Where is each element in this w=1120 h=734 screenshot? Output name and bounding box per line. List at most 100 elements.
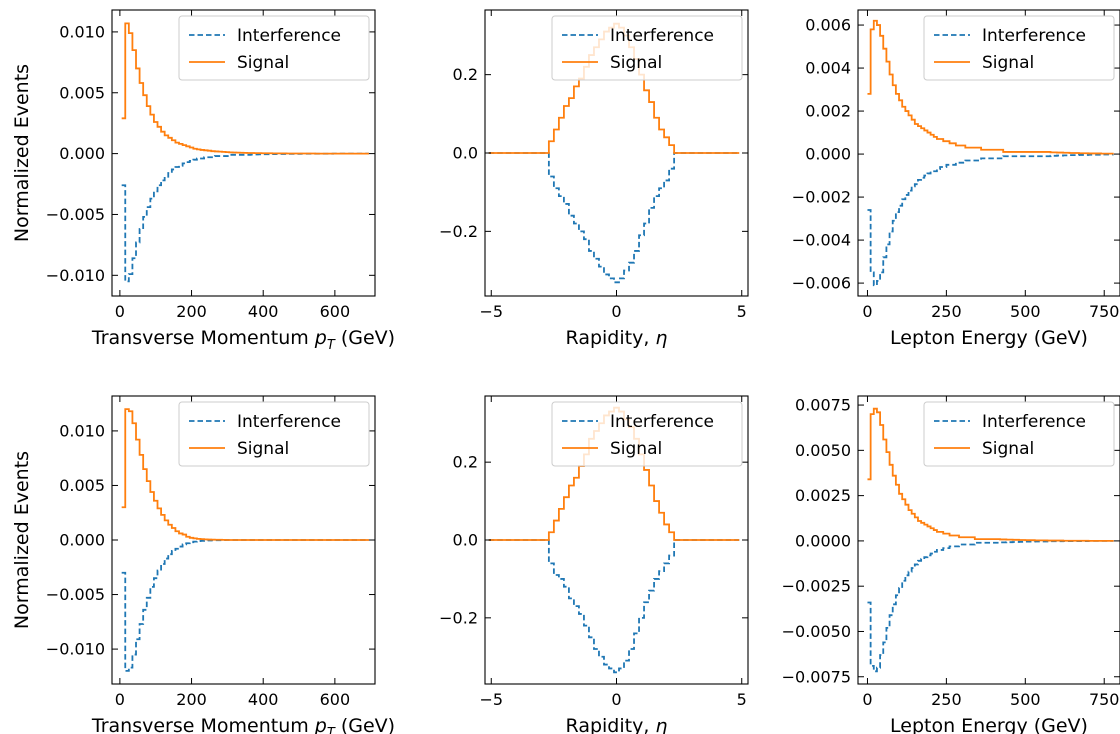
y-tick-label: −0.005 <box>46 205 105 224</box>
y-tick-label: 0.0050 <box>795 441 851 460</box>
y-tick-label: −0.2 <box>439 608 478 627</box>
y-tick-label: −0.0075 <box>782 667 851 686</box>
legend-label-interference: Interference <box>610 26 714 46</box>
legend: Interference Signal <box>551 401 743 467</box>
legend-label-interference: Interference <box>237 26 341 46</box>
y-tick-label: 0.000 <box>59 531 105 550</box>
x-tick-label: 5 <box>737 302 747 321</box>
y-tick-label: 0.2 <box>453 453 478 472</box>
series-interference-line <box>121 539 369 672</box>
x-axis-label: Lepton Energy (GeV) <box>890 327 1088 349</box>
x-tick-label: 750 <box>1089 302 1120 321</box>
series-signal-line <box>121 22 369 155</box>
x-tick-label: 250 <box>931 690 962 709</box>
legend-box <box>923 15 1115 81</box>
legend-label-interference: Interference <box>982 26 1086 46</box>
y-tick-label: 0.0025 <box>795 486 851 505</box>
x-tick-label: −5 <box>479 690 503 709</box>
x-tick-label: 0 <box>115 302 125 321</box>
y-tick-label: 0.010 <box>59 421 105 440</box>
legend-label-signal: Signal <box>237 439 289 459</box>
series-interference-line <box>488 152 740 284</box>
x-tick-label: 500 <box>1010 302 1041 321</box>
x-tick-label: −5 <box>479 302 503 321</box>
series-signal-line <box>867 407 1114 542</box>
y-tick-label: 0.005 <box>59 83 105 102</box>
axes-frame <box>857 395 1120 685</box>
y-tick-label: −0.0050 <box>782 622 851 641</box>
subplot-top-right: 0 250 500 750 −0.006 −0.004 −0.002 0.000 0.002 0.… <box>792 9 1120 349</box>
axes-frame <box>111 9 376 297</box>
legend: Interference Signal <box>178 15 370 81</box>
y-tick-label: 0.0000 <box>795 531 851 550</box>
x-tick-label: 400 <box>248 302 279 321</box>
axes-frame <box>857 9 1120 297</box>
x-tick-label: 0 <box>862 690 872 709</box>
subplot-bottom-right: 0 250 500 750 −0.0075 −0.0050 −0.0025 0.0000 0.0… <box>782 395 1120 734</box>
legend-box <box>551 15 743 81</box>
legend-box <box>551 401 743 467</box>
legend-label-interference: Interference <box>237 412 341 432</box>
y-tick-label: −0.010 <box>46 266 105 285</box>
y-tick-label: −0.002 <box>792 188 851 207</box>
subplot-top-center: −5 0 5 −0.2 0.0 0.2 Rapidity, η Interference Sig… <box>439 9 749 349</box>
x-tick-label: 0 <box>115 690 125 709</box>
x-axis-label: Transverse Momentum pT (GeV) <box>91 715 395 734</box>
legend-box <box>923 401 1115 467</box>
y-tick-label: 0.0075 <box>795 396 851 415</box>
x-tick-label: 200 <box>176 690 207 709</box>
y-tick-label: −0.010 <box>46 640 105 659</box>
y-tick-label: 0.005 <box>59 476 105 495</box>
legend-label-signal: Signal <box>982 53 1034 73</box>
subplot-bottom-left: 0 200 400 600 −0.010 −0.005 0.000 0.005 0.010 Tra… <box>11 395 395 734</box>
x-tick-label: 500 <box>1010 690 1041 709</box>
x-tick-label: 400 <box>248 690 279 709</box>
y-tick-label: 0.002 <box>805 102 851 121</box>
y-tick-label: 0.2 <box>453 65 478 84</box>
y-tick-label: 0.000 <box>59 144 105 163</box>
y-tick-label: 0.010 <box>59 22 105 41</box>
legend-box <box>178 401 370 467</box>
legend: Interference Signal <box>178 401 370 467</box>
legend-label-signal: Signal <box>237 53 289 73</box>
series-signal-line <box>867 19 1114 155</box>
subplot-bottom-center: −5 0 5 −0.2 0.0 0.2 Rapidity, η Interference Sig… <box>439 395 749 734</box>
y-tick-label: −0.006 <box>792 274 851 293</box>
x-tick-label: 600 <box>320 690 351 709</box>
series-interference-line <box>121 152 369 283</box>
y-tick-label: 0.006 <box>805 16 851 35</box>
y-tick-label: −0.005 <box>46 585 105 604</box>
series-signal-line <box>121 408 369 541</box>
subplot-top-left: 0 200 400 600 −0.010 −0.005 0.000 0.005 0.010 Tra… <box>11 9 395 353</box>
series-interference-line <box>867 153 1114 287</box>
series-interference-line <box>488 539 740 674</box>
series-interference-line <box>867 540 1114 673</box>
x-tick-label: 750 <box>1089 690 1120 709</box>
y-tick-label: 0.000 <box>805 145 851 164</box>
x-axis-label: Lepton Energy (GeV) <box>890 715 1088 734</box>
x-axis-label: Transverse Momentum pT (GeV) <box>91 327 395 353</box>
legend-label-signal: Signal <box>982 439 1034 459</box>
y-tick-label: −0.0025 <box>782 577 851 596</box>
legend-label-signal: Signal <box>610 439 662 459</box>
y-tick-label: −0.004 <box>792 231 851 250</box>
x-tick-label: 200 <box>176 302 207 321</box>
x-tick-label: 600 <box>320 302 351 321</box>
x-tick-label: 250 <box>931 302 962 321</box>
legend-label-signal: Signal <box>610 53 662 73</box>
y-axis-label: Normalized Events <box>11 64 33 242</box>
y-axis-label: Normalized Events <box>11 451 33 629</box>
x-tick-label: 0 <box>862 302 872 321</box>
y-tick-label: −0.2 <box>439 222 478 241</box>
x-axis-label: Rapidity, η <box>566 327 668 349</box>
legend-label-interference: Interference <box>610 412 714 432</box>
y-tick-label: 0.0 <box>453 144 478 163</box>
y-tick-label: 0.004 <box>805 59 851 78</box>
legend-label-interference: Interference <box>982 412 1086 432</box>
legend: Interference Signal <box>923 401 1115 467</box>
x-tick-label: 0 <box>611 302 621 321</box>
legend-box <box>178 15 370 81</box>
x-tick-label: 0 <box>611 690 621 709</box>
x-tick-label: 5 <box>737 690 747 709</box>
